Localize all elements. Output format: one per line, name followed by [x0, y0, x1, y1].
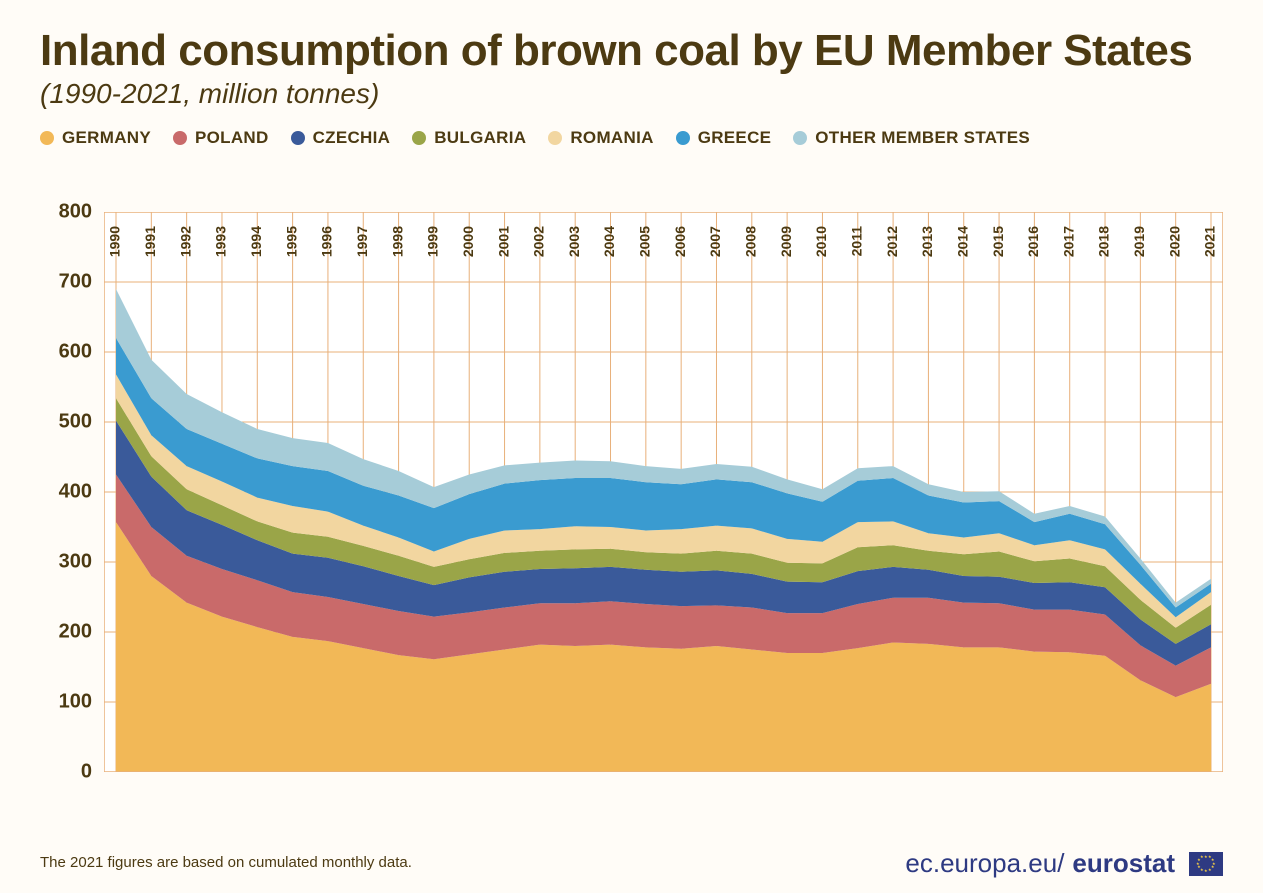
legend-label: ROMANIA — [570, 128, 653, 148]
y-tick-label: 600 — [59, 341, 92, 364]
footer-url-bold: eurostat — [1072, 848, 1175, 879]
x-year-label: 1992 — [177, 226, 193, 257]
eu-star-icon: ★ — [1204, 854, 1208, 859]
legend-swatch — [40, 131, 54, 145]
x-year-label: 2020 — [1166, 226, 1182, 257]
footer-brand: ec.europa.eu/eurostat ★★★★★★★★★★★★ — [905, 848, 1223, 879]
x-year-label: 1999 — [425, 226, 441, 257]
x-year-label: 2000 — [460, 226, 476, 257]
eu-star-icon: ★ — [1197, 864, 1201, 869]
y-tick-label: 800 — [59, 201, 92, 224]
legend-swatch — [173, 131, 187, 145]
x-year-label: 2019 — [1131, 226, 1147, 257]
x-year-label: 1996 — [319, 226, 335, 257]
y-tick-label: 400 — [59, 481, 92, 504]
y-tick-label: 100 — [59, 691, 92, 714]
x-year-label: 1998 — [389, 226, 405, 257]
y-tick-label: 300 — [59, 551, 92, 574]
x-year-label: 2017 — [1060, 226, 1076, 257]
plot-area: 1990 1991 1992 1993 1994 1995 1996 1997 1998 1999… — [104, 212, 1223, 772]
y-tick-label: 700 — [59, 271, 92, 294]
chart-subtitle: (1990-2021, million tonnes) — [40, 78, 1223, 110]
x-year-label: 2003 — [566, 226, 582, 257]
legend-swatch — [676, 131, 690, 145]
y-axis: 0100200300400500600700800 — [40, 212, 100, 772]
legend-label: BULGARIA — [434, 128, 526, 148]
legend-swatch — [412, 131, 426, 145]
legend-label: CZECHIA — [313, 128, 391, 148]
eu-star-icon: ★ — [1204, 868, 1208, 873]
x-year-label: 2009 — [778, 226, 794, 257]
x-year-label: 2016 — [1025, 226, 1041, 257]
x-year-label: 2015 — [990, 226, 1006, 257]
chart-title: Inland consumption of brown coal by EU M… — [40, 28, 1223, 74]
eu-star-icon: ★ — [1208, 854, 1212, 859]
footnote: The 2021 figures are based on cumulated … — [40, 854, 412, 871]
legend: GERMANY POLAND CZECHIA BULGARIA ROMANIA GREEC… — [40, 128, 1223, 148]
x-year-label: 1990 — [107, 226, 123, 257]
x-year-label: 2005 — [637, 226, 653, 257]
legend-item: BULGARIA — [412, 128, 526, 148]
x-year-label: 1994 — [248, 226, 264, 257]
eu-star-icon: ★ — [1197, 857, 1201, 862]
legend-item: GERMANY — [40, 128, 151, 148]
legend-label: OTHER MEMBER STATES — [815, 128, 1030, 148]
legend-item: CZECHIA — [291, 128, 391, 148]
legend-item: GREECE — [676, 128, 772, 148]
infographic-page: Inland consumption of brown coal by EU M… — [0, 0, 1263, 893]
legend-item: OTHER MEMBER STATES — [793, 128, 1030, 148]
chart-area: 0100200300400500600700800 19901991199219… — [40, 212, 1223, 772]
chart-svg: 1990 1991 1992 1993 1994 1995 1996 1997 1998 1999… — [104, 212, 1223, 772]
eu-star-icon: ★ — [1212, 861, 1216, 866]
eu-flag-icon: ★★★★★★★★★★★★ — [1189, 852, 1223, 876]
eu-star-icon: ★ — [1196, 861, 1200, 866]
y-tick-label: 200 — [59, 621, 92, 644]
legend-label: GERMANY — [62, 128, 151, 148]
x-year-label: 1993 — [213, 226, 229, 257]
x-year-label: 2002 — [531, 226, 547, 257]
legend-item: ROMANIA — [548, 128, 653, 148]
x-year-label: 2008 — [743, 226, 759, 257]
eu-star-icon: ★ — [1200, 854, 1204, 859]
x-year-label: 2006 — [672, 226, 688, 257]
legend-swatch — [291, 131, 305, 145]
x-year-label: 2021 — [1202, 226, 1218, 257]
x-year-label: 2014 — [954, 226, 970, 257]
eu-star-icon: ★ — [1208, 867, 1212, 872]
x-year-label: 1997 — [354, 226, 370, 257]
x-year-label: 1991 — [142, 226, 158, 257]
legend-item: POLAND — [173, 128, 269, 148]
legend-swatch — [548, 131, 562, 145]
x-year-label: 2004 — [601, 226, 617, 257]
x-year-label: 2010 — [813, 226, 829, 257]
eu-star-icon: ★ — [1200, 867, 1204, 872]
x-year-label: 2012 — [884, 226, 900, 257]
x-year-label: 2007 — [707, 226, 723, 257]
legend-label: POLAND — [195, 128, 269, 148]
eu-star-icon: ★ — [1211, 857, 1215, 862]
x-year-label: 2001 — [495, 226, 511, 257]
x-year-label: 2018 — [1096, 226, 1112, 257]
eu-star-icon: ★ — [1211, 864, 1215, 869]
x-year-label: 2013 — [919, 226, 935, 257]
x-year-label: 2011 — [848, 226, 864, 257]
legend-swatch — [793, 131, 807, 145]
y-tick-label: 500 — [59, 411, 92, 434]
footer-url-prefix: ec.europa.eu/ — [905, 848, 1064, 879]
x-year-label: 1995 — [283, 226, 299, 257]
y-tick-label: 0 — [81, 761, 92, 784]
legend-label: GREECE — [698, 128, 772, 148]
